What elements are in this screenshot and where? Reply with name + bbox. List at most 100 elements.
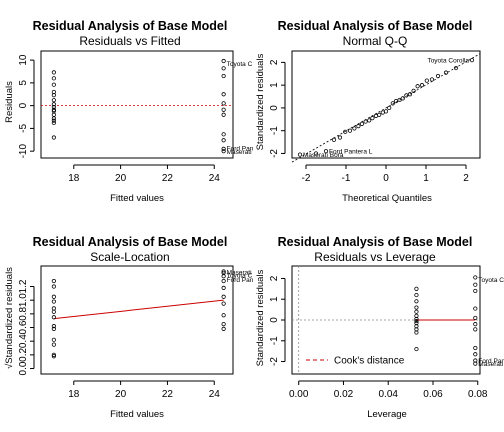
data-point (473, 282, 478, 287)
data-point (331, 137, 337, 142)
y-tick-label: 0.6 (18, 320, 29, 334)
data-point (51, 309, 56, 314)
point-label: Ford Pantera L (329, 149, 373, 156)
data-point (51, 98, 56, 103)
data-point (359, 121, 365, 126)
qq-reference-line (291, 53, 481, 163)
data-point (221, 322, 226, 327)
x-tick-label: 2 (463, 173, 469, 184)
data-point (414, 346, 419, 352)
y-axis-label: Residuals (4, 81, 15, 123)
data-point (221, 66, 226, 71)
y-tick-label: 2 (269, 59, 280, 65)
data-point (51, 342, 56, 347)
data-point (414, 330, 419, 335)
y-tick-label: 5 (18, 80, 29, 86)
x-tick-label: -1 (342, 173, 351, 184)
panel-title: Residual Analysis of Base Model (33, 19, 228, 33)
x-tick-label: 22 (162, 389, 174, 400)
data-point (51, 354, 56, 359)
x-tick-label: 0 (383, 173, 389, 184)
y-tick-label: -10 (18, 144, 29, 159)
x-tick-label: 20 (115, 389, 127, 400)
y-tick-label: 1.0 (18, 293, 29, 307)
data-point (221, 73, 226, 79)
data-point (473, 345, 478, 351)
data-point (473, 275, 478, 280)
y-tick-label: 0 (269, 317, 280, 323)
data-point (221, 146, 226, 151)
data-point (221, 278, 226, 284)
point-label: Toyota C (227, 61, 253, 68)
data-point (51, 278, 56, 284)
x-tick-label: 18 (68, 389, 80, 400)
y-axis-label: Standardized residuals (255, 53, 266, 150)
data-point (221, 138, 226, 143)
x-tick-label: 0.08 (468, 389, 488, 400)
y-tick-label: 0.2 (18, 347, 29, 361)
panel-title: Residual Analysis of Base Model (33, 235, 228, 249)
panel-scale-location: Residual Analysis of Base Model Scale-Lo… (4, 235, 254, 420)
data-point (221, 301, 226, 306)
panel-subtitle: Residuals vs Fitted (79, 34, 180, 48)
data-point (51, 299, 56, 304)
data-point (414, 292, 419, 298)
y-tick-label: -2 (269, 149, 280, 158)
data-point (473, 306, 478, 311)
data-point (323, 149, 329, 154)
data-point (313, 151, 319, 156)
data-point (363, 119, 368, 124)
data-point (51, 116, 56, 121)
data-point (221, 269, 226, 274)
data-point (429, 77, 435, 82)
y-tick-label: 0 (269, 105, 280, 111)
data-point (414, 299, 419, 304)
data-point (347, 128, 353, 133)
panel-normal-qq: Residual Analysis of Base Model Normal Q… (255, 19, 481, 204)
point-label: Maserati Bora (303, 152, 344, 159)
point-label: Ford Pan (227, 277, 254, 284)
data-point (453, 65, 459, 71)
y-tick-label: 2 (269, 275, 280, 281)
data-point (473, 315, 478, 321)
panel-residuals-vs-fitted: Residual Analysis of Base Model Residual… (4, 19, 254, 204)
data-point (221, 112, 226, 117)
y-axis-label: √Standardized residuals (4, 267, 15, 369)
y-tick-label: -5 (18, 124, 29, 133)
x-tick-label: 0.06 (423, 389, 443, 400)
data-point (400, 96, 405, 101)
data-point (51, 102, 56, 107)
data-point (414, 309, 419, 314)
x-tick-label: 0.04 (379, 389, 399, 400)
data-point (221, 313, 226, 318)
data-point (221, 58, 226, 64)
x-tick-label: 18 (68, 173, 80, 184)
point-label: Toyota C (478, 277, 504, 284)
data-point (393, 98, 399, 104)
x-axis-label: Fitted values (110, 193, 164, 204)
panel-residuals-vs-leverage: Residual Analysis of Base Model Residual… (255, 235, 504, 420)
data-point (51, 315, 56, 320)
data-point (343, 129, 348, 134)
x-axis-label: Fitted values (110, 409, 164, 420)
data-point (51, 135, 56, 140)
data-point (51, 352, 56, 357)
y-tick-label: 10 (18, 54, 29, 66)
point-label: Maserati (478, 361, 503, 368)
data-point (419, 83, 425, 88)
data-point (51, 120, 56, 126)
x-tick-label: 1 (423, 173, 429, 184)
data-point (51, 107, 56, 112)
data-point (435, 73, 441, 79)
point-label: Ford Pan (478, 358, 504, 365)
data-point (51, 324, 56, 329)
data-point (414, 305, 419, 310)
panel-subtitle: Normal Q-Q (343, 34, 408, 48)
data-point (51, 326, 56, 331)
panel-title: Residual Analysis of Base Model (278, 235, 473, 249)
data-point (473, 352, 478, 357)
data-point (51, 70, 56, 75)
data-point (469, 58, 475, 63)
x-tick-label: -2 (302, 173, 311, 184)
